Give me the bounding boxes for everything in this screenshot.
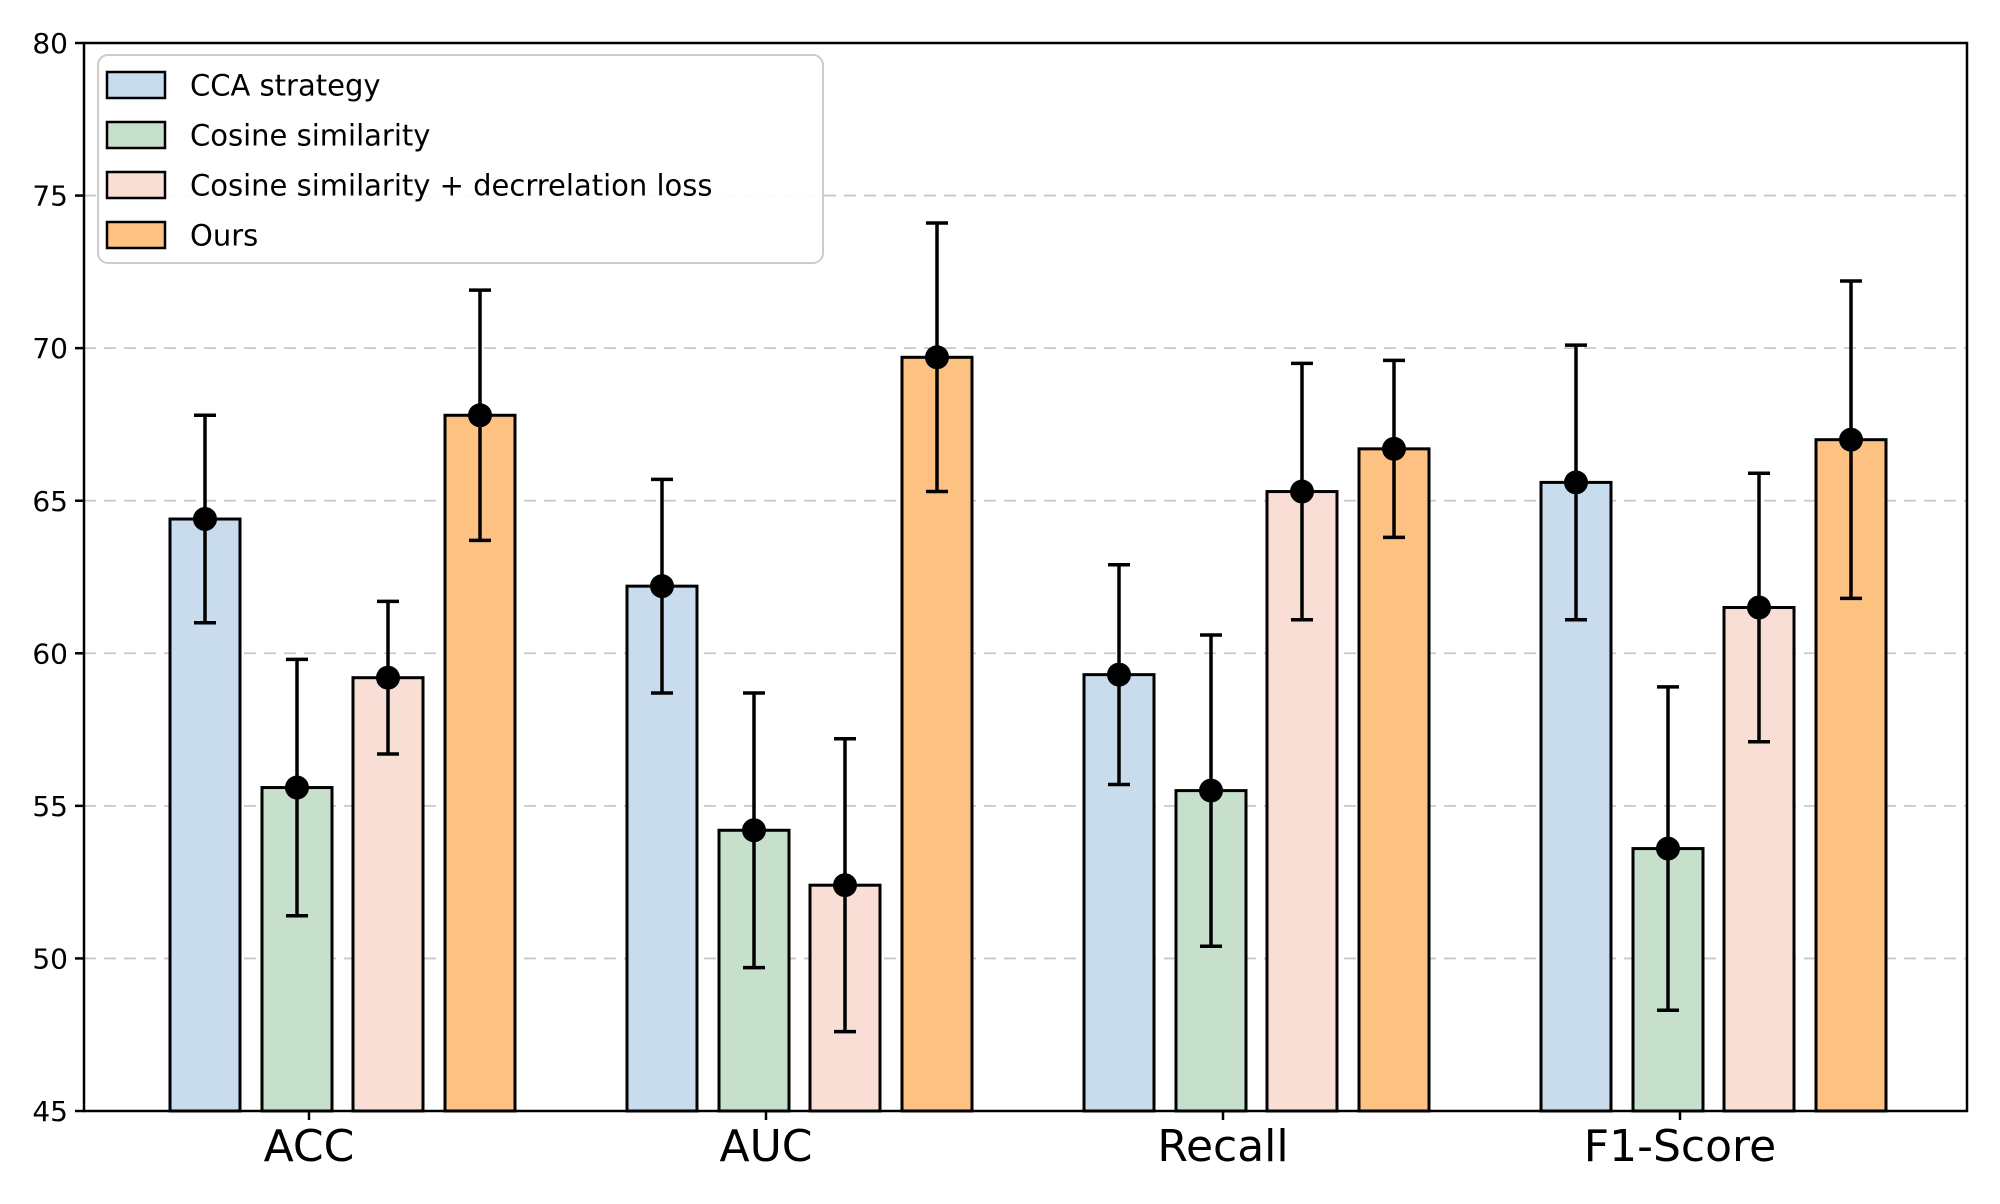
legend-swatch-cca-strategy: [105, 70, 167, 100]
mean-marker-auc-s2: [833, 873, 857, 898]
legend-label-cca-strategy: CCA strategy: [190, 68, 381, 102]
x-label-recall: Recall: [1157, 1121, 1288, 1172]
mean-marker-auc-s1: [742, 818, 766, 843]
legend-swatch-cosine-similarity: [105, 120, 167, 150]
legend-label-cosine-similarity: Cosine similarity: [190, 118, 430, 152]
y-tick-label-75: 75: [32, 180, 68, 213]
mean-marker-acc-s0: [193, 507, 217, 532]
x-label-auc: AUC: [719, 1121, 812, 1172]
mean-marker-f1-score-s3: [1839, 427, 1863, 452]
legend-label-ours: Ours: [190, 218, 258, 252]
y-tick-label-60: 60: [32, 637, 68, 670]
mean-marker-acc-s3: [468, 403, 492, 428]
mean-marker-acc-s1: [285, 775, 309, 800]
x-label-f1-score: F1-Score: [1584, 1121, 1776, 1172]
legend-label-cosine-similarity-decrrelation-loss: Cosine similarity + decrrelation loss: [190, 168, 713, 202]
mean-marker-recall-s0: [1107, 662, 1131, 687]
y-tick-label-50: 50: [32, 943, 68, 976]
mean-marker-recall-s1: [1199, 778, 1223, 803]
y-tick-label-80: 80: [32, 27, 68, 60]
axes-spines: [82, 41, 1969, 1113]
legend-swatch-cosine-similarity-decrrelation-loss: [105, 170, 167, 200]
mean-marker-auc-s3: [925, 345, 949, 370]
mean-marker-recall-s3: [1382, 436, 1406, 461]
mean-marker-f1-score-s0: [1564, 470, 1588, 495]
mean-marker-f1-score-s2: [1747, 595, 1771, 620]
x-label-acc: ACC: [264, 1121, 355, 1172]
bar-ours-recall: [1357, 447, 1431, 1113]
mean-marker-recall-s2: [1290, 479, 1314, 504]
y-tick-label-45: 45: [32, 1095, 68, 1128]
mean-marker-auc-s0: [650, 574, 674, 599]
y-tick-label-70: 70: [32, 332, 68, 365]
mean-marker-acc-s2: [376, 665, 400, 690]
legend-swatch-ours: [105, 220, 167, 250]
mean-marker-f1-score-s1: [1656, 836, 1680, 861]
legend-box: [97, 54, 824, 264]
y-tick-label-55: 55: [32, 790, 68, 823]
y-tick-label-65: 65: [32, 485, 68, 518]
